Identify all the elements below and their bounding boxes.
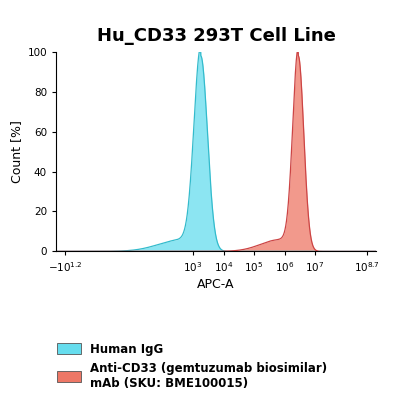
Y-axis label: Count [%]: Count [%] — [10, 120, 23, 183]
X-axis label: APC-A: APC-A — [197, 279, 235, 291]
Legend: Human IgG, Anti-CD33 (gemtuzumab biosimilar)
mAb (SKU: BME100015): Human IgG, Anti-CD33 (gemtuzumab biosimi… — [54, 339, 331, 393]
Title: Hu_CD33 293T Cell Line: Hu_CD33 293T Cell Line — [96, 27, 336, 45]
